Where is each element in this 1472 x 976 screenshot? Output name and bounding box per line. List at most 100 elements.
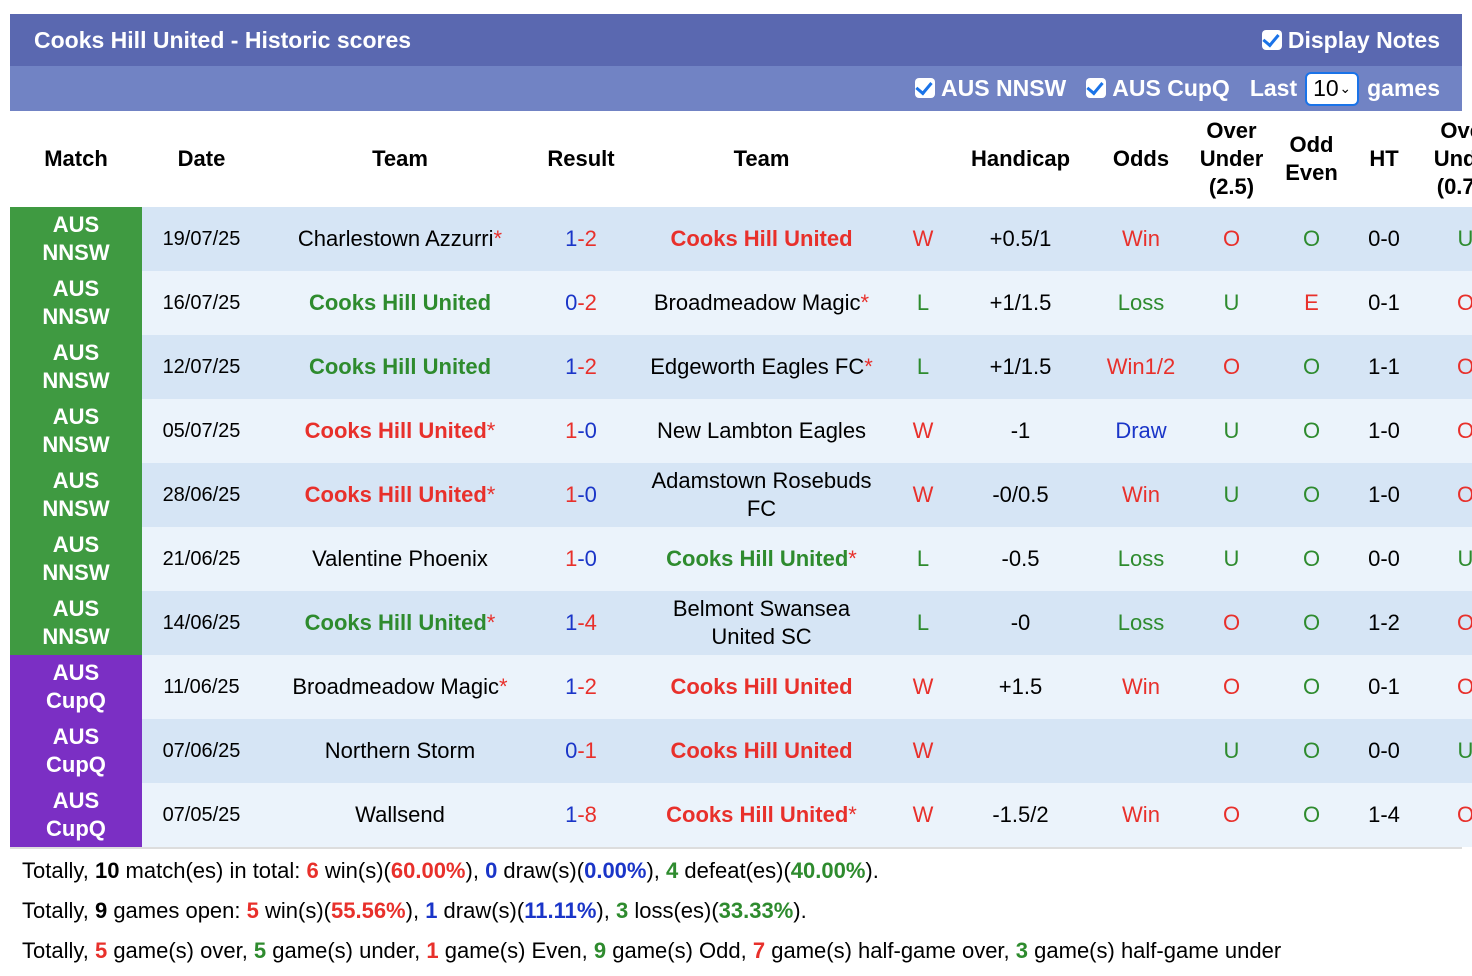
summary-text: 4 [666,858,679,883]
column-header: Result [539,111,623,207]
star: * [486,482,496,507]
result: L [900,271,946,335]
handicap: +1/1.5 [946,335,1095,399]
over-under: O [1187,207,1276,271]
match-row: AUS CupQ 07/06/25 Northern Storm 0-1 Cooks H… [10,719,1472,783]
summary-text: game(s) half-game under [1028,938,1282,963]
over-under-075: U [1421,719,1472,783]
team-cell: Cooks Hill United* [623,783,900,847]
team-cell: Valentine Phoenix [261,527,539,591]
score-text: 1-0 [565,482,597,507]
summary-text: match(es) in total: [119,858,307,883]
odd-even: O [1276,655,1347,719]
handicap: +1.5 [946,655,1095,719]
odds: Loss [1095,527,1187,591]
scores-table: Match Date Team Result Team Handicap Odds Over … [10,111,1472,847]
team-name: Cooks Hill United [304,418,487,443]
team-name: Cooks Hill United [670,674,853,699]
half-time: 1-2 [1347,591,1421,655]
star: * [493,226,503,251]
odd-even: E [1276,271,1347,335]
score-text: 1-2 [565,226,597,251]
team-cell: Broadmeadow Magic* [261,655,539,719]
result: L [900,335,946,399]
summary-text: game(s) over, [107,938,254,963]
team-name: Northern Storm [324,738,476,763]
display-notes-label: Display Notes [1287,26,1440,53]
column-header: Handicap [946,111,1095,207]
team-name: Broadmeadow Magic [292,674,500,699]
games-label: games [1367,75,1440,101]
column-header: Over Under (0.75) [1421,111,1472,207]
odds: Draw [1095,399,1187,463]
summary-text: win(s)( [258,898,331,923]
summary: Totally, 10 match(es) in total: 6 win(s)… [10,847,1462,969]
over-under-075: U [1421,527,1472,591]
filter-option[interactable]: AUS CupQ [1086,75,1230,102]
odd-even: O [1276,783,1347,847]
summary-text: 1 [426,938,439,963]
summary-text: ). [793,898,807,923]
team-name: Charlestown Azzurri [297,226,494,251]
summary-text: 9 [94,898,108,923]
odd-even: O [1276,207,1347,271]
checkbox[interactable] [915,78,936,98]
competition: AUS NNSW [10,335,142,399]
score: 1-4 [539,591,623,655]
page: Cooks Hill United - Historic scores Disp… [10,14,1472,969]
over-under: U [1187,463,1276,527]
summary-text: 55.56% [331,898,406,923]
competition: AUS NNSW [10,207,142,271]
summary-text: 0 [485,858,498,883]
score-text: 1-2 [565,354,597,379]
column-header: Over Under (2.5) [1187,111,1276,207]
summary-text: ). [865,858,879,883]
score-text: 1-2 [565,674,597,699]
date: 12/07/25 [142,335,261,399]
date: 05/07/25 [142,399,261,463]
result: W [900,463,946,527]
team-name: Belmont Swansea United SC [672,596,851,649]
half-time: 1-0 [1347,463,1421,527]
checkbox[interactable] [1086,78,1107,98]
team-cell: Broadmeadow Magic* [623,271,900,335]
summary-text: 1 [425,898,438,923]
score: 1-8 [539,783,623,847]
over-under: U [1187,271,1276,335]
summary-text: 0.00% [584,858,647,883]
summary-text: 9 [593,938,607,963]
team-cell: Northern Storm [261,719,539,783]
summary-text: game(s) half-game over, [765,938,1016,963]
date: 11/06/25 [142,655,261,719]
team-name: Cooks Hill United [308,354,492,379]
team-name: Wallsend [355,802,445,827]
over-under-075: U [1421,207,1472,271]
filter-option[interactable]: AUS NNSW [915,75,1066,102]
team-cell: Cooks Hill United [623,207,900,271]
score: 1-2 [539,335,623,399]
competition: AUS CupQ [10,719,142,783]
summary-line: Totally, 5 game(s) over, 5 game(s) under… [22,929,1462,969]
display-notes[interactable]: Display Notes [1261,26,1440,54]
checkbox[interactable] [1261,29,1282,50]
team-cell: Charlestown Azzurri* [261,207,539,271]
odd-even: O [1276,335,1347,399]
result: W [900,399,946,463]
column-header: Date [142,111,261,207]
match-row: AUS NNSW 28/06/25 Cooks Hill United* 1-0 Ada… [10,463,1472,527]
summary-text: 5 [94,938,108,963]
match-row: AUS NNSW 19/07/25 Charlestown Azzurri* 1-2 C… [10,207,1472,271]
match-row: AUS NNSW 16/07/25 Cooks Hill United 0-2 Broa… [10,271,1472,335]
games-select[interactable]: 10 ⌄ [1305,71,1360,106]
over-under-075: O [1421,271,1472,335]
handicap: -1.5/2 [946,783,1095,847]
team-cell: Edgeworth Eagles FC* [623,335,900,399]
odd-even: O [1276,527,1347,591]
team-cell: Adamstown Rosebuds FC [623,463,900,527]
team-cell: Cooks Hill United [261,271,539,335]
summary-text: 33.33% [718,898,794,923]
competition: AUS NNSW [10,527,142,591]
handicap: -0/0.5 [946,463,1095,527]
team-name: Cooks Hill United [666,802,849,827]
match-row: AUS NNSW 05/07/25 Cooks Hill United* 1-0 New… [10,399,1472,463]
